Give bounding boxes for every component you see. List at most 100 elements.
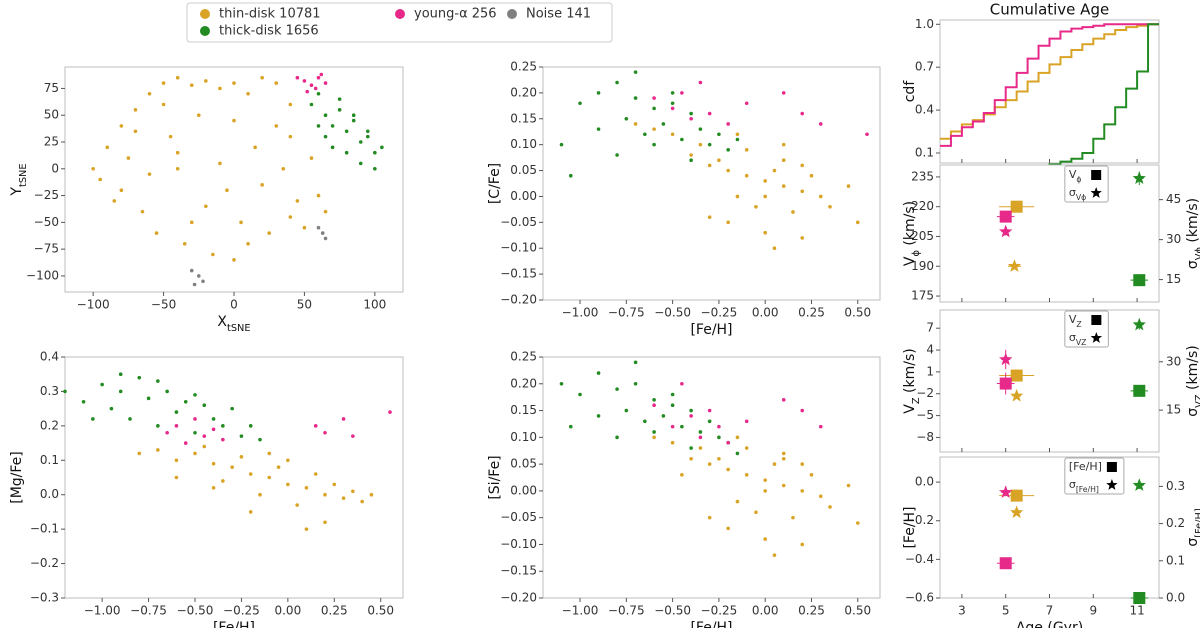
- point: [689, 446, 693, 450]
- point: [230, 465, 234, 469]
- point: [305, 89, 310, 94]
- y2-axis-label-part: (km/s): [1185, 198, 1200, 247]
- point: [309, 156, 314, 160]
- point: [568, 173, 573, 178]
- x-tick-label: 100: [363, 298, 386, 312]
- point: [670, 440, 675, 445]
- point: [365, 134, 370, 139]
- legend-box: [186, 2, 613, 43]
- y2-axis-label-part: Vϕ: [1194, 247, 1200, 260]
- y-tick-label: −25: [34, 188, 59, 202]
- point: [309, 102, 314, 107]
- y-tick-label: −5: [916, 408, 934, 422]
- point: [818, 194, 823, 199]
- square-marker: [1133, 274, 1146, 287]
- point: [323, 81, 328, 85]
- y-axis-label: [Si/Fe]: [487, 455, 503, 499]
- marker-legend-label: VZ: [1069, 313, 1082, 329]
- point: [218, 86, 222, 91]
- point: [309, 83, 314, 88]
- point: [133, 108, 138, 112]
- y-tick-label: −0.6: [905, 591, 934, 605]
- point: [791, 210, 795, 214]
- y-axis-label: [Mg/Fe]: [9, 451, 25, 504]
- point: [707, 462, 712, 466]
- point: [754, 205, 758, 209]
- point: [772, 553, 777, 557]
- y2-tick-label: 15: [1166, 272, 1181, 286]
- point: [183, 441, 188, 445]
- point: [313, 86, 318, 91]
- point: [302, 79, 307, 83]
- y-tick-label: 0.10: [510, 137, 537, 151]
- point: [652, 403, 656, 408]
- y-tick-label: 235: [911, 169, 934, 183]
- axes-frame: [939, 456, 1160, 599]
- point: [670, 132, 675, 137]
- point: [643, 419, 647, 424]
- point: [221, 437, 225, 442]
- y-tick-label: 190: [911, 259, 934, 273]
- axes-frame: [542, 356, 881, 599]
- point: [615, 387, 619, 391]
- point: [168, 134, 173, 139]
- point: [578, 101, 582, 106]
- point: [781, 456, 786, 461]
- y-tick-label: −2: [916, 386, 934, 400]
- point: [344, 129, 349, 134]
- star-marker: [1132, 171, 1146, 184]
- square-marker: [1010, 489, 1023, 502]
- point: [855, 220, 860, 225]
- point: [670, 424, 675, 429]
- point: [818, 494, 823, 499]
- legend-marker: [200, 9, 210, 19]
- point: [313, 424, 318, 428]
- point: [232, 118, 236, 123]
- marker-legend-star: [1106, 479, 1118, 490]
- point: [680, 381, 684, 386]
- point: [735, 137, 740, 142]
- point: [175, 75, 180, 80]
- y-axis-label-part: ϕ: [911, 250, 922, 256]
- point: [707, 142, 712, 147]
- square-marker: [999, 210, 1012, 223]
- point: [319, 72, 324, 77]
- point: [316, 124, 321, 128]
- square-marker: [1133, 592, 1146, 604]
- point: [63, 389, 67, 394]
- point: [196, 274, 201, 278]
- point: [772, 462, 777, 466]
- point: [221, 479, 225, 483]
- point: [781, 184, 786, 188]
- point: [316, 193, 321, 198]
- y2-axis-label: σVϕ (km/s): [1185, 198, 1200, 269]
- point: [781, 451, 786, 456]
- point: [156, 448, 160, 452]
- y2-axis-label-part: VZ: [1194, 394, 1200, 408]
- point: [221, 424, 225, 428]
- point: [698, 80, 703, 85]
- point: [183, 399, 188, 404]
- square-marker: [1133, 384, 1146, 397]
- y-tick-label: −0.1: [30, 522, 59, 536]
- point: [91, 417, 95, 421]
- x-tick-label: 11: [1129, 604, 1144, 618]
- x-tick-label: −100: [77, 298, 110, 312]
- y-tick-label: 4: [926, 343, 934, 357]
- point: [828, 505, 832, 509]
- point: [670, 106, 675, 111]
- point: [369, 492, 374, 497]
- point: [182, 241, 187, 246]
- point: [239, 434, 244, 438]
- point: [689, 116, 693, 121]
- point: [161, 102, 166, 107]
- point: [313, 472, 318, 476]
- marker-legend-square: [1091, 170, 1102, 180]
- point: [846, 483, 851, 488]
- y-tick-label: −0.10: [500, 241, 537, 255]
- point: [267, 451, 272, 456]
- point: [772, 168, 777, 173]
- point: [174, 410, 179, 414]
- star-marker: [1010, 388, 1024, 402]
- x-axis-label: [Fe/H]: [690, 322, 732, 338]
